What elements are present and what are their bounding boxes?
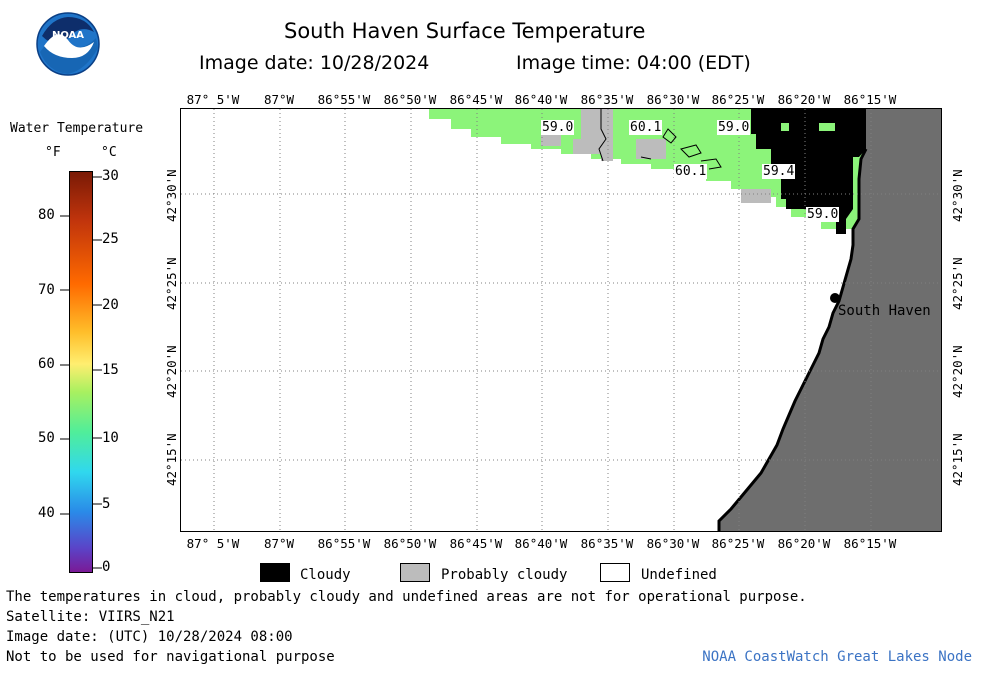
lat-label-left: 42°30'N	[164, 169, 179, 222]
noaa-logo: NOAA	[36, 12, 100, 76]
scale-c-tick: 5	[102, 496, 111, 512]
legend-label-cloudy: Cloudy	[300, 567, 351, 583]
lon-label-top: 86°55'W	[317, 92, 371, 107]
lon-label-top: 86°15'W	[843, 92, 897, 107]
isotherm-lines	[598, 109, 722, 170]
lat-lon-grid	[181, 109, 941, 531]
temperature-color-bar	[69, 171, 93, 573]
lon-label-top: 86°35'W	[580, 92, 634, 107]
lon-label-bottom: 86°35'W	[580, 536, 634, 551]
lon-label-bottom: 86°20'W	[777, 536, 831, 551]
lon-label-bottom: 86°30'W	[646, 536, 700, 551]
lat-label-left: 42°20'N	[164, 345, 179, 398]
image-date: Image date: 10/28/2024	[199, 52, 430, 74]
scale-title: Water Temperature	[10, 121, 144, 136]
image-time: Image time: 04:00 (EDT)	[516, 52, 751, 74]
lon-label-bottom: 86°25'W	[711, 536, 765, 551]
scale-c-tick: 20	[102, 297, 119, 313]
legend-swatch-undefined	[600, 563, 630, 582]
cloudy-region	[751, 109, 866, 234]
temp-label: 59.4	[762, 164, 796, 179]
probably-cloudy-region	[541, 134, 561, 146]
warm-water-region	[781, 123, 789, 131]
lon-label-top: 87° 5'W	[186, 92, 240, 107]
scale-f-tick: 70	[38, 282, 55, 298]
satellite-text: Satellite: VIIRS_N21	[6, 609, 175, 625]
temp-label: 60.1	[674, 164, 708, 179]
lat-label-left: 42°15'N	[164, 433, 179, 486]
legend-swatch-cloudy	[260, 563, 290, 582]
scale-f-tick: 40	[38, 505, 55, 521]
lon-label-bottom: 86°50'W	[383, 536, 437, 551]
land-region	[719, 109, 941, 531]
lat-label-left: 42°25'N	[164, 257, 179, 310]
utc-date-text: Image date: (UTC) 10/28/2024 08:00	[6, 629, 293, 645]
lon-label-top: 86°30'W	[646, 92, 700, 107]
legend-label-undefined: Undefined	[641, 567, 717, 583]
city-marker	[830, 293, 840, 303]
lon-label-bottom: 87° 5'W	[186, 536, 240, 551]
scale-ticks	[60, 176, 102, 569]
lon-label-top: 86°25'W	[711, 92, 765, 107]
shoreline	[717, 148, 868, 531]
temp-label: 59.0	[806, 207, 840, 222]
page-title: South Haven Surface Temperature	[284, 19, 646, 43]
probably-cloudy-region	[741, 189, 771, 203]
lon-label-bottom: 86°55'W	[317, 536, 371, 551]
scale-f-tick: 80	[38, 207, 55, 223]
credit-link[interactable]: NOAA CoastWatch Great Lakes Node	[702, 649, 972, 665]
temperature-map[interactable]: 59.0 60.1 59.0 60.1 59.4 59.0 South Have…	[180, 108, 942, 532]
lon-label-top: 87°W	[263, 92, 295, 107]
scale-c-tick: 25	[102, 231, 119, 247]
legend-swatch-probably-cloudy	[400, 563, 430, 582]
scale-c-tick: 10	[102, 430, 119, 446]
scale-c-tick: 30	[102, 168, 119, 184]
probably-cloudy-region	[636, 139, 666, 159]
lat-label-right: 42°15'N	[950, 433, 965, 486]
scale-f-tick: 50	[38, 430, 55, 446]
scale-c-tick: 0	[102, 559, 111, 575]
lon-label-bottom: 86°45'W	[449, 536, 503, 551]
lon-label-bottom: 87°W	[263, 536, 295, 551]
city-label: South Haven	[838, 303, 931, 319]
lon-label-top: 86°45'W	[449, 92, 503, 107]
lat-label-right: 42°30'N	[950, 169, 965, 222]
lon-label-bottom: 86°15'W	[843, 536, 897, 551]
legend-label-probably-cloudy: Probably cloudy	[441, 567, 568, 583]
lat-label-right: 42°20'N	[950, 345, 965, 398]
temp-label: 60.1	[629, 120, 663, 135]
temp-label: 59.0	[541, 120, 575, 135]
lat-label-right: 42°25'N	[950, 257, 965, 310]
navigation-warning: Not to be used for navigational purpose	[6, 649, 335, 665]
scale-unit-f: °F	[45, 145, 61, 160]
scale-f-tick: 60	[38, 356, 55, 372]
lon-label-bottom: 86°40'W	[514, 536, 568, 551]
scale-c-tick: 15	[102, 362, 119, 378]
warm-water-region	[819, 123, 835, 131]
lon-label-top: 86°20'W	[777, 92, 831, 107]
lon-label-top: 86°40'W	[514, 92, 568, 107]
lon-label-top: 86°50'W	[383, 92, 437, 107]
scale-unit-c: °C	[101, 145, 117, 160]
probably-cloudy-region	[573, 109, 613, 161]
disclaimer-text: The temperatures in cloud, probably clou…	[6, 589, 807, 605]
logo-text: NOAA	[52, 30, 84, 41]
temp-label: 59.0	[717, 120, 751, 135]
